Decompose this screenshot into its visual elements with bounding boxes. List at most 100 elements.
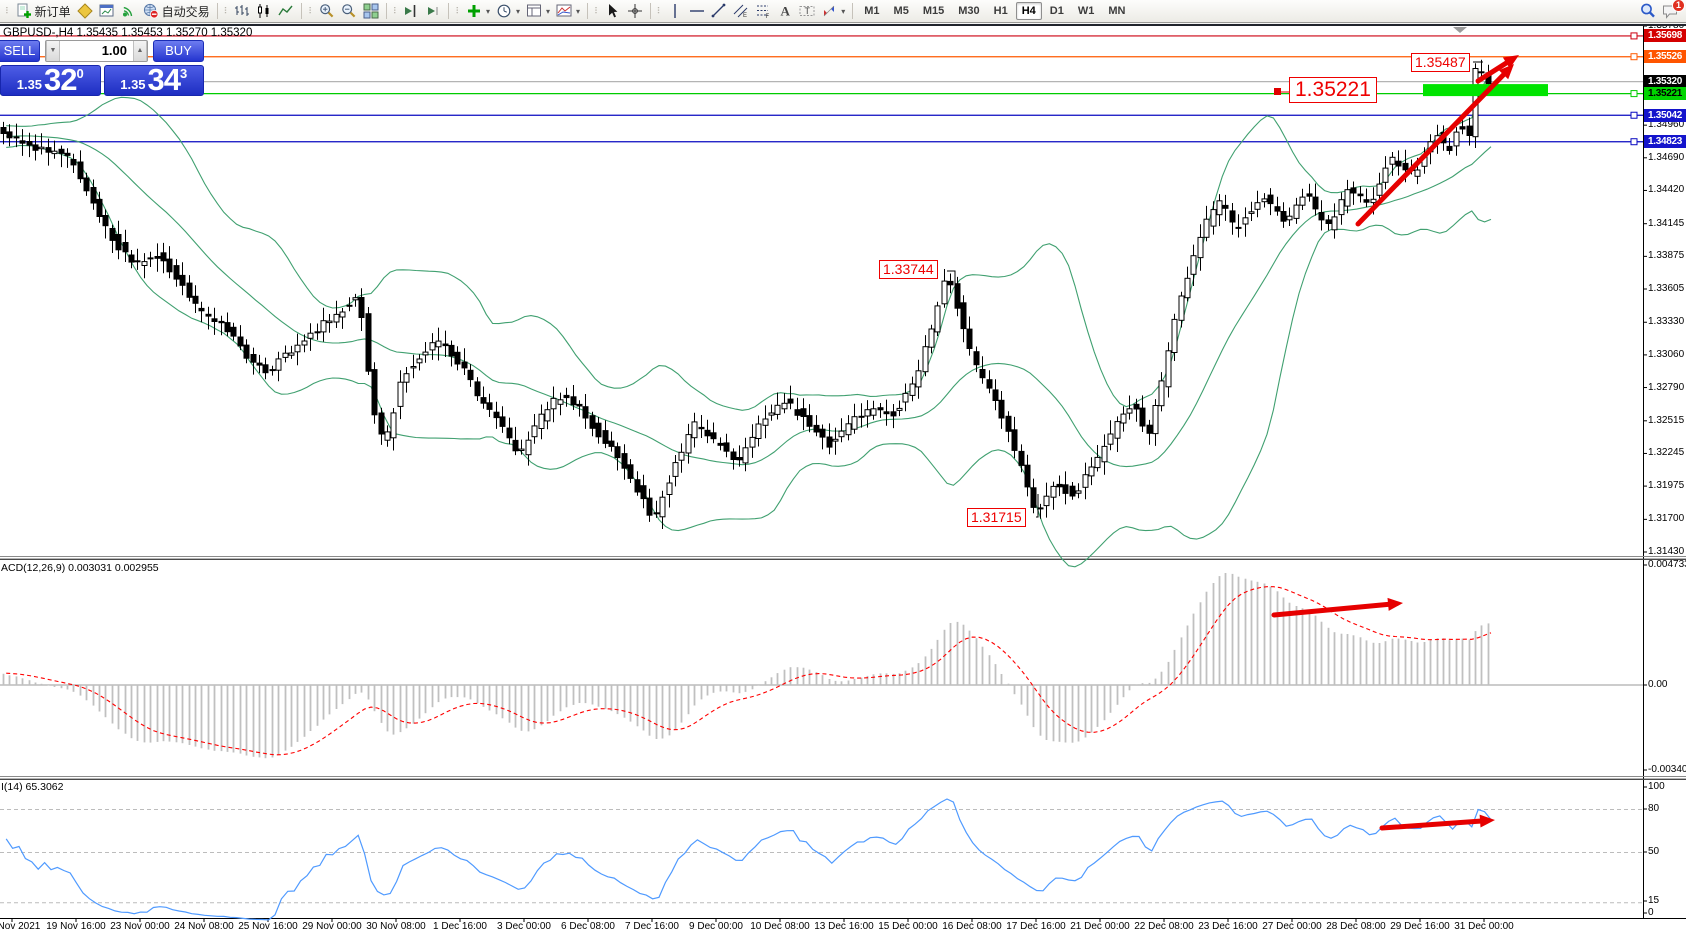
- timeframe-m30-button[interactable]: M30: [958, 5, 980, 17]
- chart-shift-icon: [403, 3, 419, 19]
- timeframe-h4-button[interactable]: H4: [1015, 2, 1042, 20]
- toolbar-grip: ⠇: [5, 5, 12, 16]
- autotrade-label: 自动交易: [161, 4, 210, 19]
- time-axis-label: 7 Dec 16:00: [625, 921, 679, 932]
- dropdown-caret-icon[interactable]: ▾: [486, 6, 491, 16]
- tile-windows-button[interactable]: [360, 2, 382, 21]
- buy-button[interactable]: BUY: [153, 40, 204, 62]
- trendline-button[interactable]: [708, 2, 730, 21]
- tile-windows-icon: [363, 3, 379, 19]
- crosshair-button[interactable]: [624, 2, 646, 21]
- rsi-axis-label: 50: [1648, 846, 1660, 857]
- indicator-window-button[interactable]: ▾: [553, 2, 583, 21]
- arrows-tool-button[interactable]: ▾: [818, 2, 848, 21]
- auto-scroll-button[interactable]: [422, 2, 444, 21]
- rsi-axis-label: 15: [1648, 895, 1660, 906]
- timeframe-m5-button[interactable]: M5: [893, 5, 909, 17]
- timeframe-d1-button[interactable]: D1: [1049, 5, 1064, 17]
- price-tick-label: 1.31430: [1648, 546, 1685, 557]
- price-tick-label: 1.31700: [1648, 513, 1685, 525]
- macd-axis-label: 0.00: [1648, 679, 1668, 690]
- time-axis-label: 29 Nov 00:00: [302, 921, 362, 932]
- sell-price-display[interactable]: 1.35 32 0: [0, 64, 101, 96]
- volume-down-spinner[interactable]: ▼: [46, 41, 60, 61]
- time-axis-label: 19 Nov 16:00: [46, 921, 106, 932]
- time-axis-label: 1 Dec 16:00: [433, 921, 487, 932]
- time-axis-label: 13 Dec 16:00: [814, 921, 874, 932]
- macd-indicator: [0, 573, 1643, 759]
- price-annotation[interactable]: 1.35221: [1289, 77, 1377, 103]
- dropdown-caret-icon[interactable]: ▾: [841, 6, 846, 16]
- bar-chart-button[interactable]: [231, 2, 253, 21]
- volume-box: ▼ 1.00 ▲: [45, 40, 148, 62]
- periods-clock-button[interactable]: ▾: [493, 2, 523, 21]
- cursor-icon: [605, 3, 621, 19]
- chat-button[interactable]: 1: [1659, 0, 1685, 21]
- toolbar-separator: [587, 3, 589, 19]
- dropdown-caret-icon[interactable]: ▾: [516, 6, 521, 16]
- time-axis-label: 22 Dec 08:00: [1134, 921, 1194, 932]
- timeframe-m1-button[interactable]: M1: [864, 5, 880, 17]
- chart-shift-button[interactable]: [400, 2, 422, 21]
- timeframe-m15-button[interactable]: M15: [922, 5, 945, 17]
- time-axis-label: 10 Dec 08:00: [750, 921, 810, 932]
- horizontal-line-icon: [689, 3, 705, 19]
- buy-price-display[interactable]: 1.35 34 3: [103, 64, 204, 96]
- toolbar-grip: ⠇: [308, 5, 315, 16]
- zoom-out-button[interactable]: [338, 2, 360, 21]
- level-price-badge: 1.34823: [1644, 135, 1686, 149]
- price-tick-label: 1.34690: [1648, 151, 1685, 163]
- main-toolbar: ⠇ 新订单 自动交易 ⠇ ⠇ ⠇ ⠇ ▾ ▾ ▾ ▾ ⠇ ⠇ E F A T ▾ M1 M5 M15 M30 H1 H4 D1 W…: [0, 0, 1686, 23]
- timeframe-w1-button[interactable]: W1: [1077, 5, 1095, 17]
- search-button[interactable]: [1637, 2, 1659, 21]
- zoom-in-button[interactable]: [316, 2, 338, 21]
- cursor-button[interactable]: [602, 2, 624, 21]
- quotes-button[interactable]: [74, 2, 96, 21]
- toolbar-separator: [301, 3, 303, 19]
- chart-window-button[interactable]: [96, 2, 118, 21]
- buy-price-sup: 3: [180, 66, 188, 81]
- text-label-button[interactable]: T: [796, 2, 818, 21]
- price-annotation[interactable]: 1.33744: [879, 260, 938, 279]
- price-annotation[interactable]: 1.35487: [1411, 53, 1470, 72]
- equidistant-channel-button[interactable]: E: [730, 2, 752, 21]
- add-indicator-button[interactable]: ▾: [463, 2, 493, 21]
- templates-button[interactable]: ▾: [523, 2, 553, 21]
- text-label-icon: T: [799, 3, 815, 19]
- horizontal-line-button[interactable]: [686, 2, 708, 21]
- autotrade-button[interactable]: 自动交易: [140, 2, 213, 21]
- signal-button[interactable]: [118, 2, 140, 21]
- svg-text:A: A: [781, 4, 791, 19]
- new-order-button[interactable]: 新订单: [13, 2, 74, 21]
- price-annotation[interactable]: 1.31715: [967, 508, 1026, 527]
- fibonacci-button[interactable]: F: [752, 2, 774, 21]
- sell-button[interactable]: SELL: [0, 40, 40, 62]
- trend-arrow-head: [1502, 55, 1519, 69]
- annotation-connector: [947, 270, 956, 299]
- line-chart-button[interactable]: [275, 2, 297, 21]
- timeframe-mn-button[interactable]: MN: [1108, 5, 1126, 17]
- timeframe-h1-button[interactable]: H1: [993, 5, 1008, 17]
- autotrade-icon: [143, 3, 159, 19]
- dropdown-caret-icon[interactable]: ▾: [576, 6, 581, 16]
- sell-price-sup: 0: [76, 66, 84, 81]
- vertical-line-icon: [667, 3, 683, 19]
- dropdown-caret-icon[interactable]: ▾: [546, 6, 551, 16]
- time-axis-label: 9 Dec 00:00: [689, 921, 743, 932]
- time-axis-label: 29 Dec 16:00: [1390, 921, 1450, 932]
- trendline-icon: [711, 3, 727, 19]
- trend-arrow-head: [1479, 814, 1495, 828]
- volume-value[interactable]: 1.00: [101, 43, 127, 58]
- time-axis-label: 30 Nov 08:00: [366, 921, 426, 932]
- toolbar-grip: ⠇: [656, 5, 664, 16]
- drawn-objects[interactable]: [947, 55, 1548, 831]
- text-button[interactable]: A: [774, 2, 796, 21]
- vertical-line-button[interactable]: [664, 2, 686, 21]
- volume-up-spinner[interactable]: ▲: [133, 41, 147, 61]
- horizontal-level-lines[interactable]: [0, 32, 1643, 146]
- candle-chart-button[interactable]: [253, 2, 275, 21]
- quotes-icon: [76, 3, 93, 19]
- time-axis-label: 28 Dec 08:00: [1326, 921, 1386, 932]
